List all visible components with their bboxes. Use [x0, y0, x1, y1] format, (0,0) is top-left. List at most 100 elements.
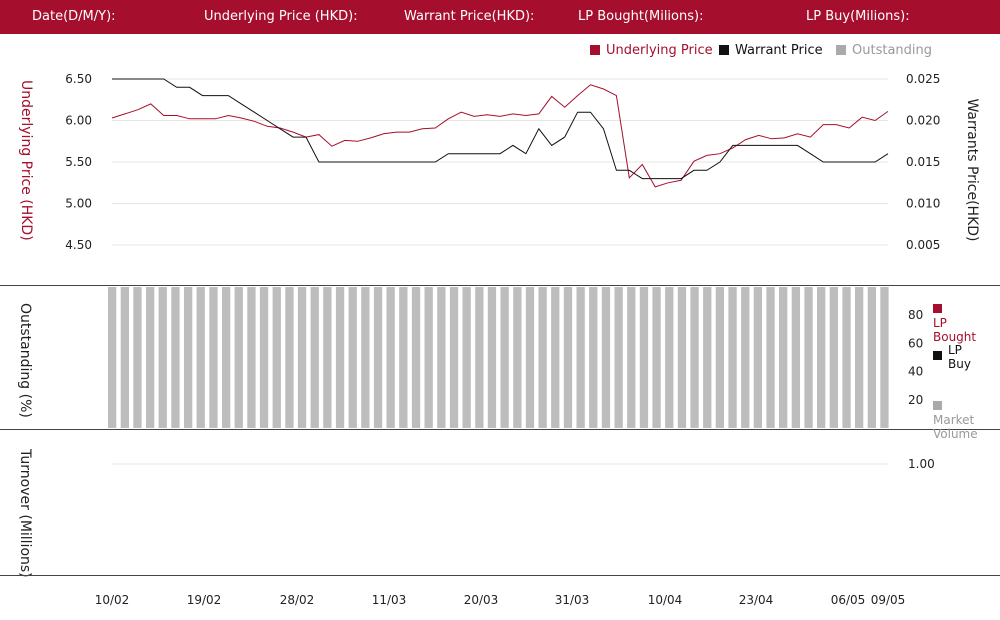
- legend-market-volume-text: Market Volume: [933, 413, 978, 441]
- outstanding-bar: [475, 287, 484, 428]
- y-left-tick-label: 6.50: [65, 72, 92, 86]
- outstanding-bar: [652, 287, 661, 428]
- outstanding-bar: [234, 287, 243, 428]
- outstanding-bar: [677, 287, 687, 428]
- warrant-price-line: [112, 78, 889, 180]
- outstanding-bar: [272, 287, 281, 428]
- outstanding-bar: [576, 287, 585, 428]
- lp-buy-swatch: [933, 351, 942, 360]
- lp-bought-swatch: [933, 304, 942, 313]
- y-left-tick-label: 4.50: [65, 238, 92, 252]
- y-right-tick-label: 0.005: [906, 238, 940, 252]
- outstanding-bar: [829, 287, 838, 428]
- outstanding-bar: [627, 287, 636, 428]
- y-left-tick-label: 5.50: [65, 155, 92, 169]
- outstanding-bar: [449, 287, 459, 428]
- outstanding-bar: [247, 287, 256, 428]
- outstanding-bar: [285, 287, 294, 428]
- outstanding-swatch: [836, 45, 846, 55]
- panel-divider-top: [0, 285, 1000, 286]
- outstanding-bar: [842, 287, 851, 428]
- x-tick-label: 09/05: [871, 593, 906, 607]
- outstanding-bar: [690, 287, 699, 428]
- outstanding-tick-label: 80: [908, 308, 923, 322]
- outstanding-bar: [589, 287, 598, 428]
- legend-lp-bought[interactable]: LP Bought: [933, 296, 1000, 344]
- outstanding-bar: [538, 287, 547, 428]
- outstanding-bar: [791, 287, 800, 428]
- legend-underlying[interactable]: Underlying Price: [590, 43, 713, 58]
- outstanding-bar: [361, 287, 370, 428]
- outstanding-bar: [487, 287, 497, 428]
- x-tick-label: 20/03: [464, 593, 499, 607]
- underlying-price-label: Underlying Price (HKD):: [204, 9, 358, 24]
- x-tick-label: 10/04: [648, 593, 683, 607]
- y-right-tick-label: 0.015: [906, 155, 940, 169]
- x-tick-label: 11/03: [372, 593, 407, 607]
- legend-lp-bought-text: LP Bought: [933, 316, 977, 344]
- outstanding-bar: [855, 287, 864, 428]
- legend-warrant[interactable]: Warrant Price: [719, 43, 823, 58]
- outstanding-tick-label: 20: [908, 393, 923, 407]
- x-tick-label: 10/02: [95, 593, 130, 607]
- outstanding-bar: [563, 287, 573, 428]
- outstanding-bar: [766, 287, 775, 428]
- y-left-tick-label: 6.00: [65, 114, 92, 128]
- warrant-swatch: [719, 45, 729, 55]
- turnover-tick-label: 1.00: [908, 457, 935, 471]
- legend-lp-buy[interactable]: LP Buy: [933, 343, 988, 371]
- y-right-tick-label: 0.020: [906, 114, 940, 128]
- outstanding-bar: [399, 287, 408, 428]
- outstanding-bar: [867, 287, 876, 428]
- x-tick-label: 06/05: [831, 593, 866, 607]
- outstanding-bar: [108, 287, 117, 428]
- panel-divider-bottom: [0, 575, 1000, 576]
- outstanding-bar: [120, 287, 129, 428]
- outstanding-bar: [158, 287, 167, 428]
- outstanding-bar: [779, 287, 788, 428]
- outstanding-bar: [348, 287, 357, 428]
- x-tick-label: 28/02: [280, 593, 315, 607]
- legend-outstanding-text: Outstanding: [852, 43, 932, 58]
- outstanding-bar: [424, 287, 433, 428]
- outstanding-bar: [335, 287, 345, 428]
- market-volume-swatch: [933, 401, 942, 410]
- outstanding-bar: [665, 287, 674, 428]
- legend-outstanding[interactable]: Outstanding: [836, 43, 932, 58]
- legend-underlying-text: Underlying Price: [606, 43, 713, 58]
- outstanding-bar: [209, 287, 218, 428]
- warrant-price-label: Warrant Price(HKD):: [404, 9, 535, 24]
- x-tick-label: 23/04: [739, 593, 774, 607]
- y-right-tick-label: 0.010: [906, 197, 940, 211]
- outstanding-bar: [259, 287, 269, 428]
- outstanding-bar: [184, 287, 193, 428]
- x-tick-label: 19/02: [187, 593, 222, 607]
- date-label: Date(D/M/Y):: [32, 9, 116, 24]
- outstanding-bar: [715, 287, 724, 428]
- outstanding-bar: [817, 287, 826, 428]
- x-tick-label: 31/03: [555, 593, 590, 607]
- outstanding-bar: [386, 287, 395, 428]
- underlying-swatch: [590, 45, 600, 55]
- outstanding-bar: [411, 287, 421, 428]
- outstanding-bar: [703, 287, 712, 428]
- outstanding-bar: [525, 287, 535, 428]
- outstanding-bar: [639, 287, 649, 428]
- info-header: Date(D/M/Y): Underlying Price (HKD): War…: [0, 0, 1000, 34]
- outstanding-bar: [880, 287, 889, 428]
- outstanding-bar: [741, 287, 750, 428]
- lp-buy-label: LP Buy(Milions):: [806, 9, 910, 24]
- legend-market-volume[interactable]: Market Volume: [933, 393, 1000, 441]
- outstanding-bar: [133, 287, 142, 428]
- y-right-tick-label: 0.025: [906, 72, 940, 86]
- outstanding-bar: [297, 287, 307, 428]
- panel-divider-middle: [0, 429, 1000, 430]
- legend-warrant-text: Warrant Price: [735, 43, 823, 58]
- lp-bought-label: LP Bought(Milions):: [578, 9, 704, 24]
- outstanding-bar: [804, 287, 813, 428]
- outstanding-tick-label: 40: [908, 365, 923, 379]
- outstanding-bar: [513, 287, 522, 428]
- y-left-tick-label: 5.00: [65, 197, 92, 211]
- outstanding-bar: [437, 287, 446, 428]
